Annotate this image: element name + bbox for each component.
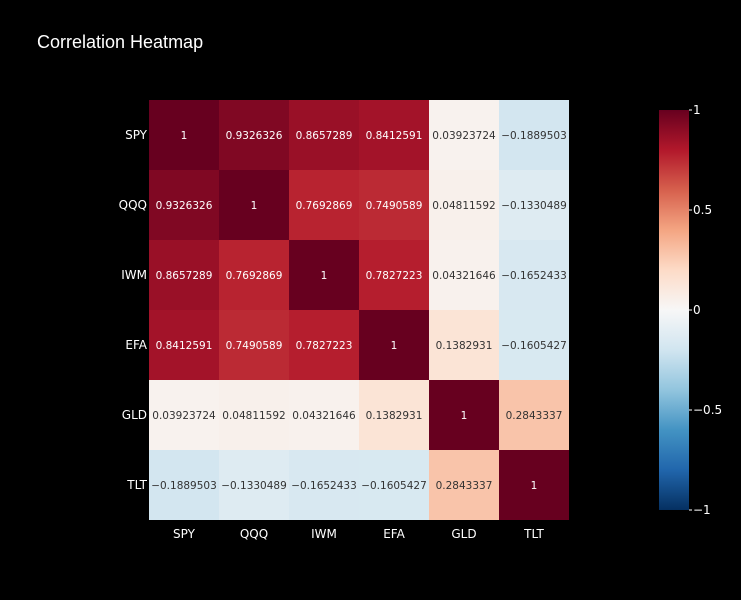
cell-value-label: 0.7827223	[296, 340, 353, 352]
cell-value-label: 0.7827223	[366, 270, 423, 282]
cell-value-label: 0.1382931	[366, 410, 423, 422]
cell-value-label: −0.1605427	[361, 480, 427, 492]
cell-value-label: 0.9326326	[226, 130, 283, 142]
heatmap-cell	[149, 100, 219, 170]
x-tick-label: GLD	[451, 527, 476, 541]
heatmap-cell	[289, 100, 359, 170]
cell-value-label: 0.8412591	[366, 130, 423, 142]
heatmap-cell	[359, 100, 429, 170]
cell-value-label: −0.1330489	[221, 480, 287, 492]
x-tick-label: QQQ	[240, 527, 268, 541]
heatmap-cells: 1 0.9326326 0.8657289 0.8412591 0.03923724 −0…	[149, 100, 569, 520]
cell-value-label: 0.7490589	[366, 200, 423, 212]
heatmap-cell	[149, 240, 219, 310]
heatmap-cell	[499, 240, 569, 310]
colorbar-tick-label: 0	[693, 303, 701, 317]
x-tick-label: SPY	[173, 527, 196, 541]
colorbar-tick-label: −1	[693, 503, 711, 517]
heatmap-cell	[359, 310, 429, 380]
heatmap-cell	[429, 450, 499, 520]
cell-value-label: −0.1652433	[501, 270, 567, 282]
cell-value-label: 1	[391, 340, 398, 352]
y-tick-label: SPY	[125, 128, 148, 142]
heatmap-cell	[289, 170, 359, 240]
y-tick-label: EFA	[125, 338, 147, 352]
heatmap-cell	[499, 380, 569, 450]
heatmap-cell	[359, 170, 429, 240]
y-tick-label: IWM	[121, 268, 147, 282]
heatmap-cell	[219, 170, 289, 240]
heatmap-cell	[359, 380, 429, 450]
colorbar-tick-label: 1	[693, 103, 701, 117]
cell-value-label: 0.7692869	[226, 270, 283, 282]
cell-value-label: 0.03923724	[432, 130, 496, 142]
heatmap-cell	[149, 380, 219, 450]
heatmap-cell	[429, 380, 499, 450]
cell-value-label: 0.7490589	[226, 340, 283, 352]
heatmap-cell	[219, 100, 289, 170]
heatmap-cell	[219, 380, 289, 450]
cell-value-label: 0.8412591	[156, 340, 213, 352]
cell-value-label: 0.7692869	[296, 200, 353, 212]
cell-value-label: 0.8657289	[296, 130, 353, 142]
cell-value-label: 1	[461, 410, 468, 422]
colorbar-tick-label: −0.5	[693, 403, 722, 417]
cell-value-label: 0.2843337	[436, 480, 493, 492]
cell-value-label: 0.04811592	[222, 410, 285, 422]
cell-value-label: 0.04811592	[432, 200, 495, 212]
heatmap-cell	[499, 100, 569, 170]
cell-value-label: 1	[251, 200, 258, 212]
cell-value-label: 0.2843337	[506, 410, 563, 422]
x-axis: SPY QQQ IWM EFA GLD TLT	[173, 527, 544, 541]
y-tick-label: TLT	[126, 478, 147, 492]
cell-value-label: 0.8657289	[156, 270, 213, 282]
x-tick-label: EFA	[383, 527, 405, 541]
heatmap-cell	[429, 240, 499, 310]
heatmap-cell	[219, 310, 289, 380]
x-tick-label: TLT	[523, 527, 544, 541]
cell-value-label: 0.1382931	[436, 340, 493, 352]
heatmap-cell	[429, 100, 499, 170]
y-tick-label: GLD	[122, 408, 147, 422]
heatmap-cell	[149, 170, 219, 240]
cell-value-label: −0.1605427	[501, 340, 567, 352]
heatmap-cell	[289, 450, 359, 520]
cell-value-label: 1	[181, 130, 188, 142]
cell-value-label: −0.1330489	[501, 200, 567, 212]
cell-value-label: 0.9326326	[156, 200, 213, 212]
heatmap-cell	[499, 170, 569, 240]
cell-value-label: −0.1889503	[151, 480, 217, 492]
cell-value-label: 1	[531, 480, 538, 492]
heatmap-cell	[219, 240, 289, 310]
x-tick-label: IWM	[311, 527, 337, 541]
y-axis: SPY QQQ IWM EFA GLD TLT	[119, 128, 148, 492]
heatmap-cell	[429, 310, 499, 380]
heatmap-cell	[289, 310, 359, 380]
colorbar: 1 0.5 0 −0.5 −1	[659, 103, 722, 517]
heatmap-cell	[359, 450, 429, 520]
y-tick-label: QQQ	[119, 198, 147, 212]
colorbar-tick-label: 0.5	[693, 203, 712, 217]
heatmap-cell	[499, 310, 569, 380]
cell-value-label: −0.1889503	[501, 130, 567, 142]
heatmap-cell	[429, 170, 499, 240]
colorbar-gradient	[659, 110, 689, 510]
heatmap-cell	[289, 240, 359, 310]
chart-title: Correlation Heatmap	[37, 32, 204, 52]
heatmap-cell	[149, 450, 219, 520]
heatmap-cell	[149, 310, 219, 380]
cell-value-label: −0.1652433	[291, 480, 357, 492]
cell-value-label: 1	[321, 270, 328, 282]
heatmap-cell	[359, 240, 429, 310]
heatmap-cell	[219, 450, 289, 520]
heatmap-cell	[289, 380, 359, 450]
heatmap-cell	[499, 450, 569, 520]
cell-value-label: 0.03923724	[152, 410, 216, 422]
cell-value-label: 0.04321646	[292, 410, 356, 422]
cell-value-label: 0.04321646	[432, 270, 496, 282]
